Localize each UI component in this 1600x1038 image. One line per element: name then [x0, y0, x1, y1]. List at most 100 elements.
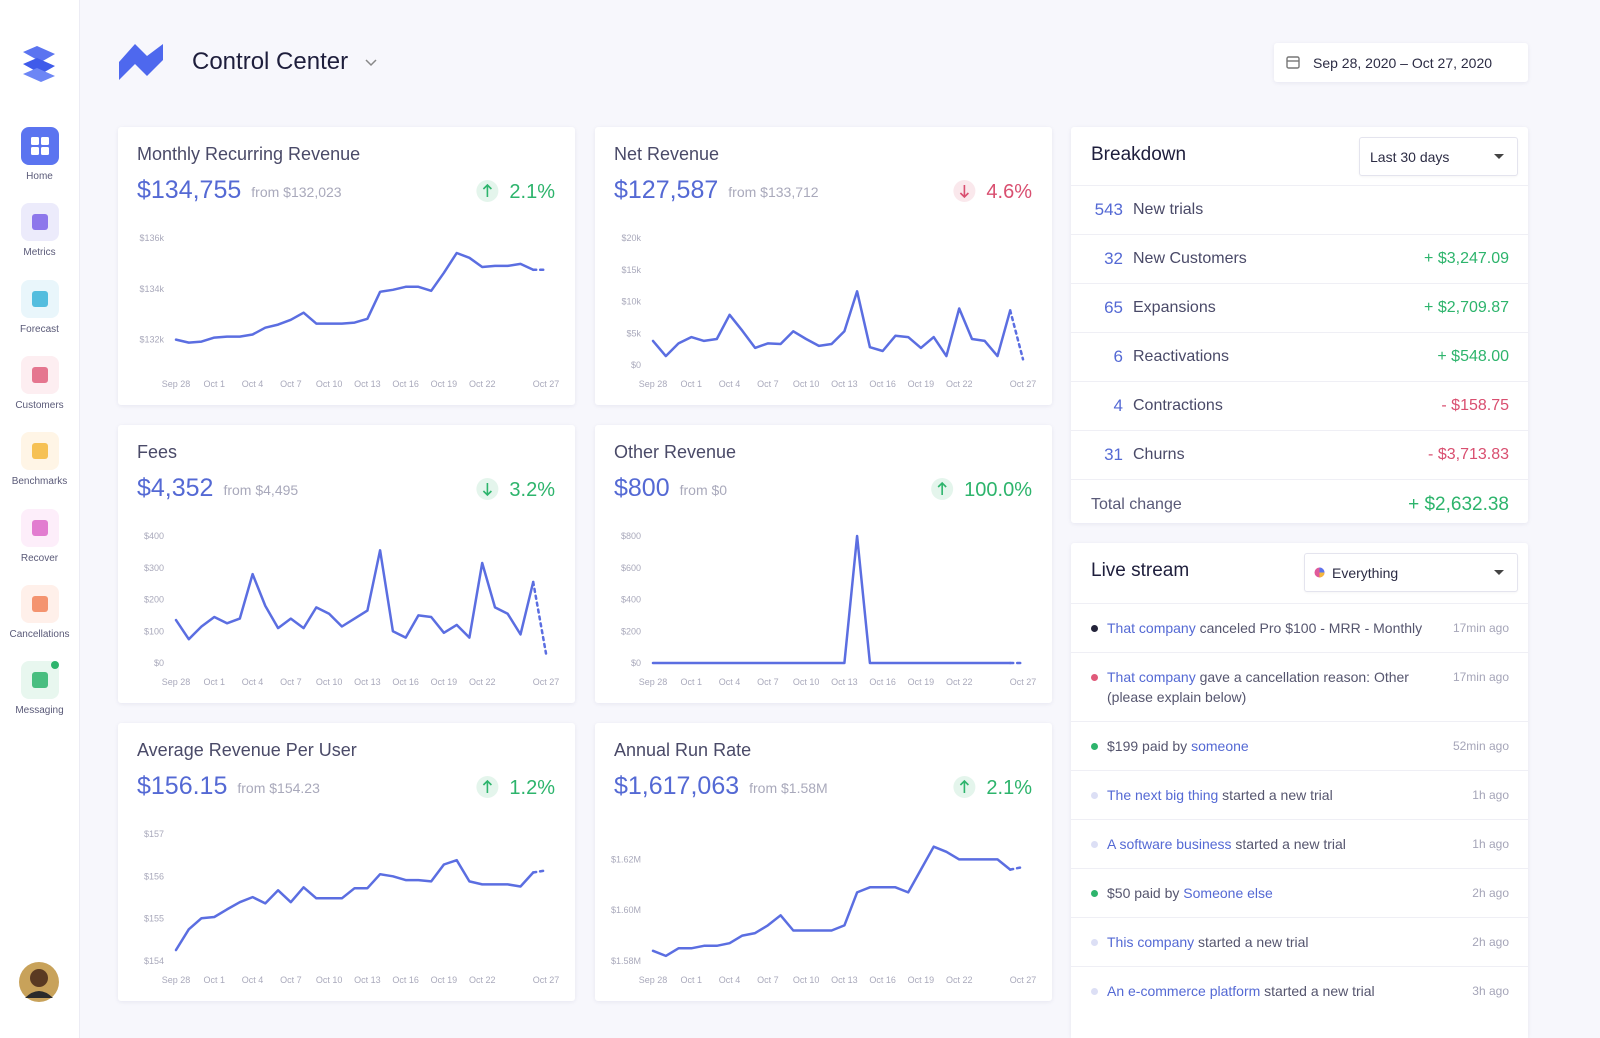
stream-link[interactable]: That company	[1107, 669, 1196, 685]
glyph	[40, 147, 49, 155]
date-range: Sep 28, 2020 – Oct 27, 2020	[1313, 55, 1493, 71]
row-label: Churns	[1133, 446, 1185, 463]
breakdown-row: 543 New trials	[1071, 185, 1528, 234]
nav-label: Metrics	[23, 247, 56, 259]
title-chevron[interactable]	[364, 56, 378, 70]
live-header: Live stream Everything	[1071, 543, 1528, 603]
card-from: from $4,495	[223, 482, 298, 498]
stream-link[interactable]: Someone else	[1183, 885, 1273, 901]
stream-text-part: started a new trial	[1218, 787, 1333, 803]
y-tick-label: $156	[144, 871, 164, 881]
y-tick-label: $200	[144, 595, 164, 605]
nav-glyph	[30, 137, 49, 155]
card-title: Monthly Recurring Revenue	[137, 144, 360, 164]
row-count: 4	[1113, 396, 1123, 415]
row-count: 6	[1113, 347, 1123, 366]
x-tick-label: Oct 19	[908, 379, 935, 389]
glyph	[31, 443, 48, 460]
live-title: Live stream	[1091, 560, 1190, 581]
stream-link[interactable]: A software business	[1107, 836, 1232, 852]
date-picker[interactable]: Sep 28, 2020 – Oct 27, 2020	[1274, 43, 1528, 82]
badge	[50, 661, 59, 670]
caret	[1494, 154, 1504, 159]
row-amount: + $3,247.09	[1424, 250, 1509, 267]
nav-item[interactable]: Customers	[0, 355, 79, 411]
x-tick-label: Oct 22	[469, 677, 496, 687]
logo[interactable]	[19, 44, 59, 84]
stream-text-part: $199 paid by	[1107, 738, 1192, 754]
card-value: $4,352	[137, 474, 213, 502]
period-label: Last 30 days	[1370, 149, 1450, 165]
card-from: from $0	[680, 482, 728, 498]
card-canvas: Average Revenue Per User $156.15 from $154…	[137, 740, 559, 985]
x-tick-label: Oct 7	[757, 677, 779, 687]
breakdown-row: 65 Expansions + $2,709.87	[1071, 283, 1528, 332]
nav-item[interactable]: Cancellations	[0, 584, 79, 640]
live-stream-panel: Live stream Everything That company canc…	[1071, 543, 1528, 1038]
trend-arrow	[482, 483, 492, 497]
nav-item[interactable]: Home	[0, 127, 79, 182]
sidebar: Home Metrics Forecast Customers Benchmarks Re…	[0, 0, 80, 1038]
row-label: New trials	[1133, 201, 1204, 218]
x-tick-label: Oct 22	[946, 677, 973, 687]
nav-label: Customers	[15, 399, 64, 411]
breakdown-row: 32 New Customers + $3,247.09	[1071, 234, 1528, 283]
nav-label: Forecast	[20, 323, 59, 335]
breakdown-rows: 543 New trials 32 New Customers + $3,247.09 6…	[1071, 185, 1528, 479]
x-tick-label: Oct 4	[242, 379, 264, 389]
x-tick-label: Oct 19	[431, 975, 458, 985]
x-tick-label: Oct 1	[681, 975, 703, 985]
stream-time: 17min ago	[1452, 621, 1509, 635]
x-tick-label: Oct 7	[280, 677, 302, 687]
trend-arrow	[482, 779, 492, 793]
breakdown-row: 4 Contractions - $158.75	[1071, 381, 1528, 430]
stream-time: 2h ago	[1472, 886, 1509, 900]
filter-label: Everything	[1332, 565, 1399, 581]
card-canvas: Net Revenue $127,587 from $133,712 4.6% $0 $5…	[614, 144, 1037, 389]
x-tick-label: Oct 27	[1010, 379, 1037, 389]
nav-item[interactable]: Messaging	[0, 661, 79, 716]
card-change: 2.1%	[509, 181, 555, 203]
stream-link[interactable]: That company	[1107, 620, 1196, 636]
nav-glyph	[31, 595, 48, 612]
y-tick-label: $0	[631, 360, 641, 370]
nav-label: Messaging	[15, 705, 64, 717]
stream-link[interactable]: someone	[1191, 738, 1249, 754]
line-series	[174, 858, 535, 952]
row-label: Expansions	[1133, 299, 1216, 316]
breakdown-row: 6 Reactivations + $548.00	[1071, 332, 1528, 381]
x-tick-label: Oct 1	[681, 677, 703, 687]
y-tick-label: $0	[154, 658, 164, 668]
x-tick-label: Oct 13	[354, 975, 381, 985]
x-tick-label: Oct 27	[1010, 975, 1037, 985]
x-tick-label: Oct 16	[869, 379, 896, 389]
y-tick-label: $800	[621, 531, 641, 541]
nav-icon	[20, 279, 59, 318]
metric-card: Annual Run Rate $1,617,063 from $1.58M 2.1%…	[595, 723, 1052, 1001]
x-tick-label: Oct 16	[392, 677, 419, 687]
y-tick-label: $20k	[621, 233, 641, 243]
row-count: 543	[1094, 200, 1123, 219]
glyph	[31, 672, 48, 689]
y-tick-label: $200	[621, 626, 641, 636]
caret	[1494, 570, 1504, 575]
filter-select[interactable]: Everything	[1304, 553, 1518, 592]
nav-glyph	[31, 214, 48, 231]
nav-item[interactable]: Recover	[0, 508, 79, 564]
stream-link[interactable]: An e-commerce platform	[1107, 983, 1261, 999]
breakdown-title: Breakdown	[1091, 144, 1187, 165]
nav-label: Home	[26, 171, 53, 182]
card-change: 1.2%	[509, 777, 555, 799]
avatar[interactable]	[19, 962, 59, 1002]
stream-link[interactable]: This company	[1107, 934, 1195, 950]
period-select[interactable]: Last 30 days	[1359, 137, 1518, 176]
nav-item[interactable]: Forecast	[0, 279, 79, 335]
stream-text: The next big thing started a new trial	[1107, 785, 1427, 805]
card-from: from $154.23	[237, 780, 320, 796]
x-tick-label: Sep 28	[162, 379, 191, 389]
stream-link[interactable]: The next big thing	[1107, 787, 1219, 803]
y-tick-label: $155	[144, 914, 164, 924]
nav-item[interactable]: Metrics	[0, 203, 79, 258]
nav-item[interactable]: Benchmarks	[0, 432, 79, 487]
metric-card: Other Revenue $800 from $0 100.0% $0 $200 $400…	[595, 425, 1052, 703]
